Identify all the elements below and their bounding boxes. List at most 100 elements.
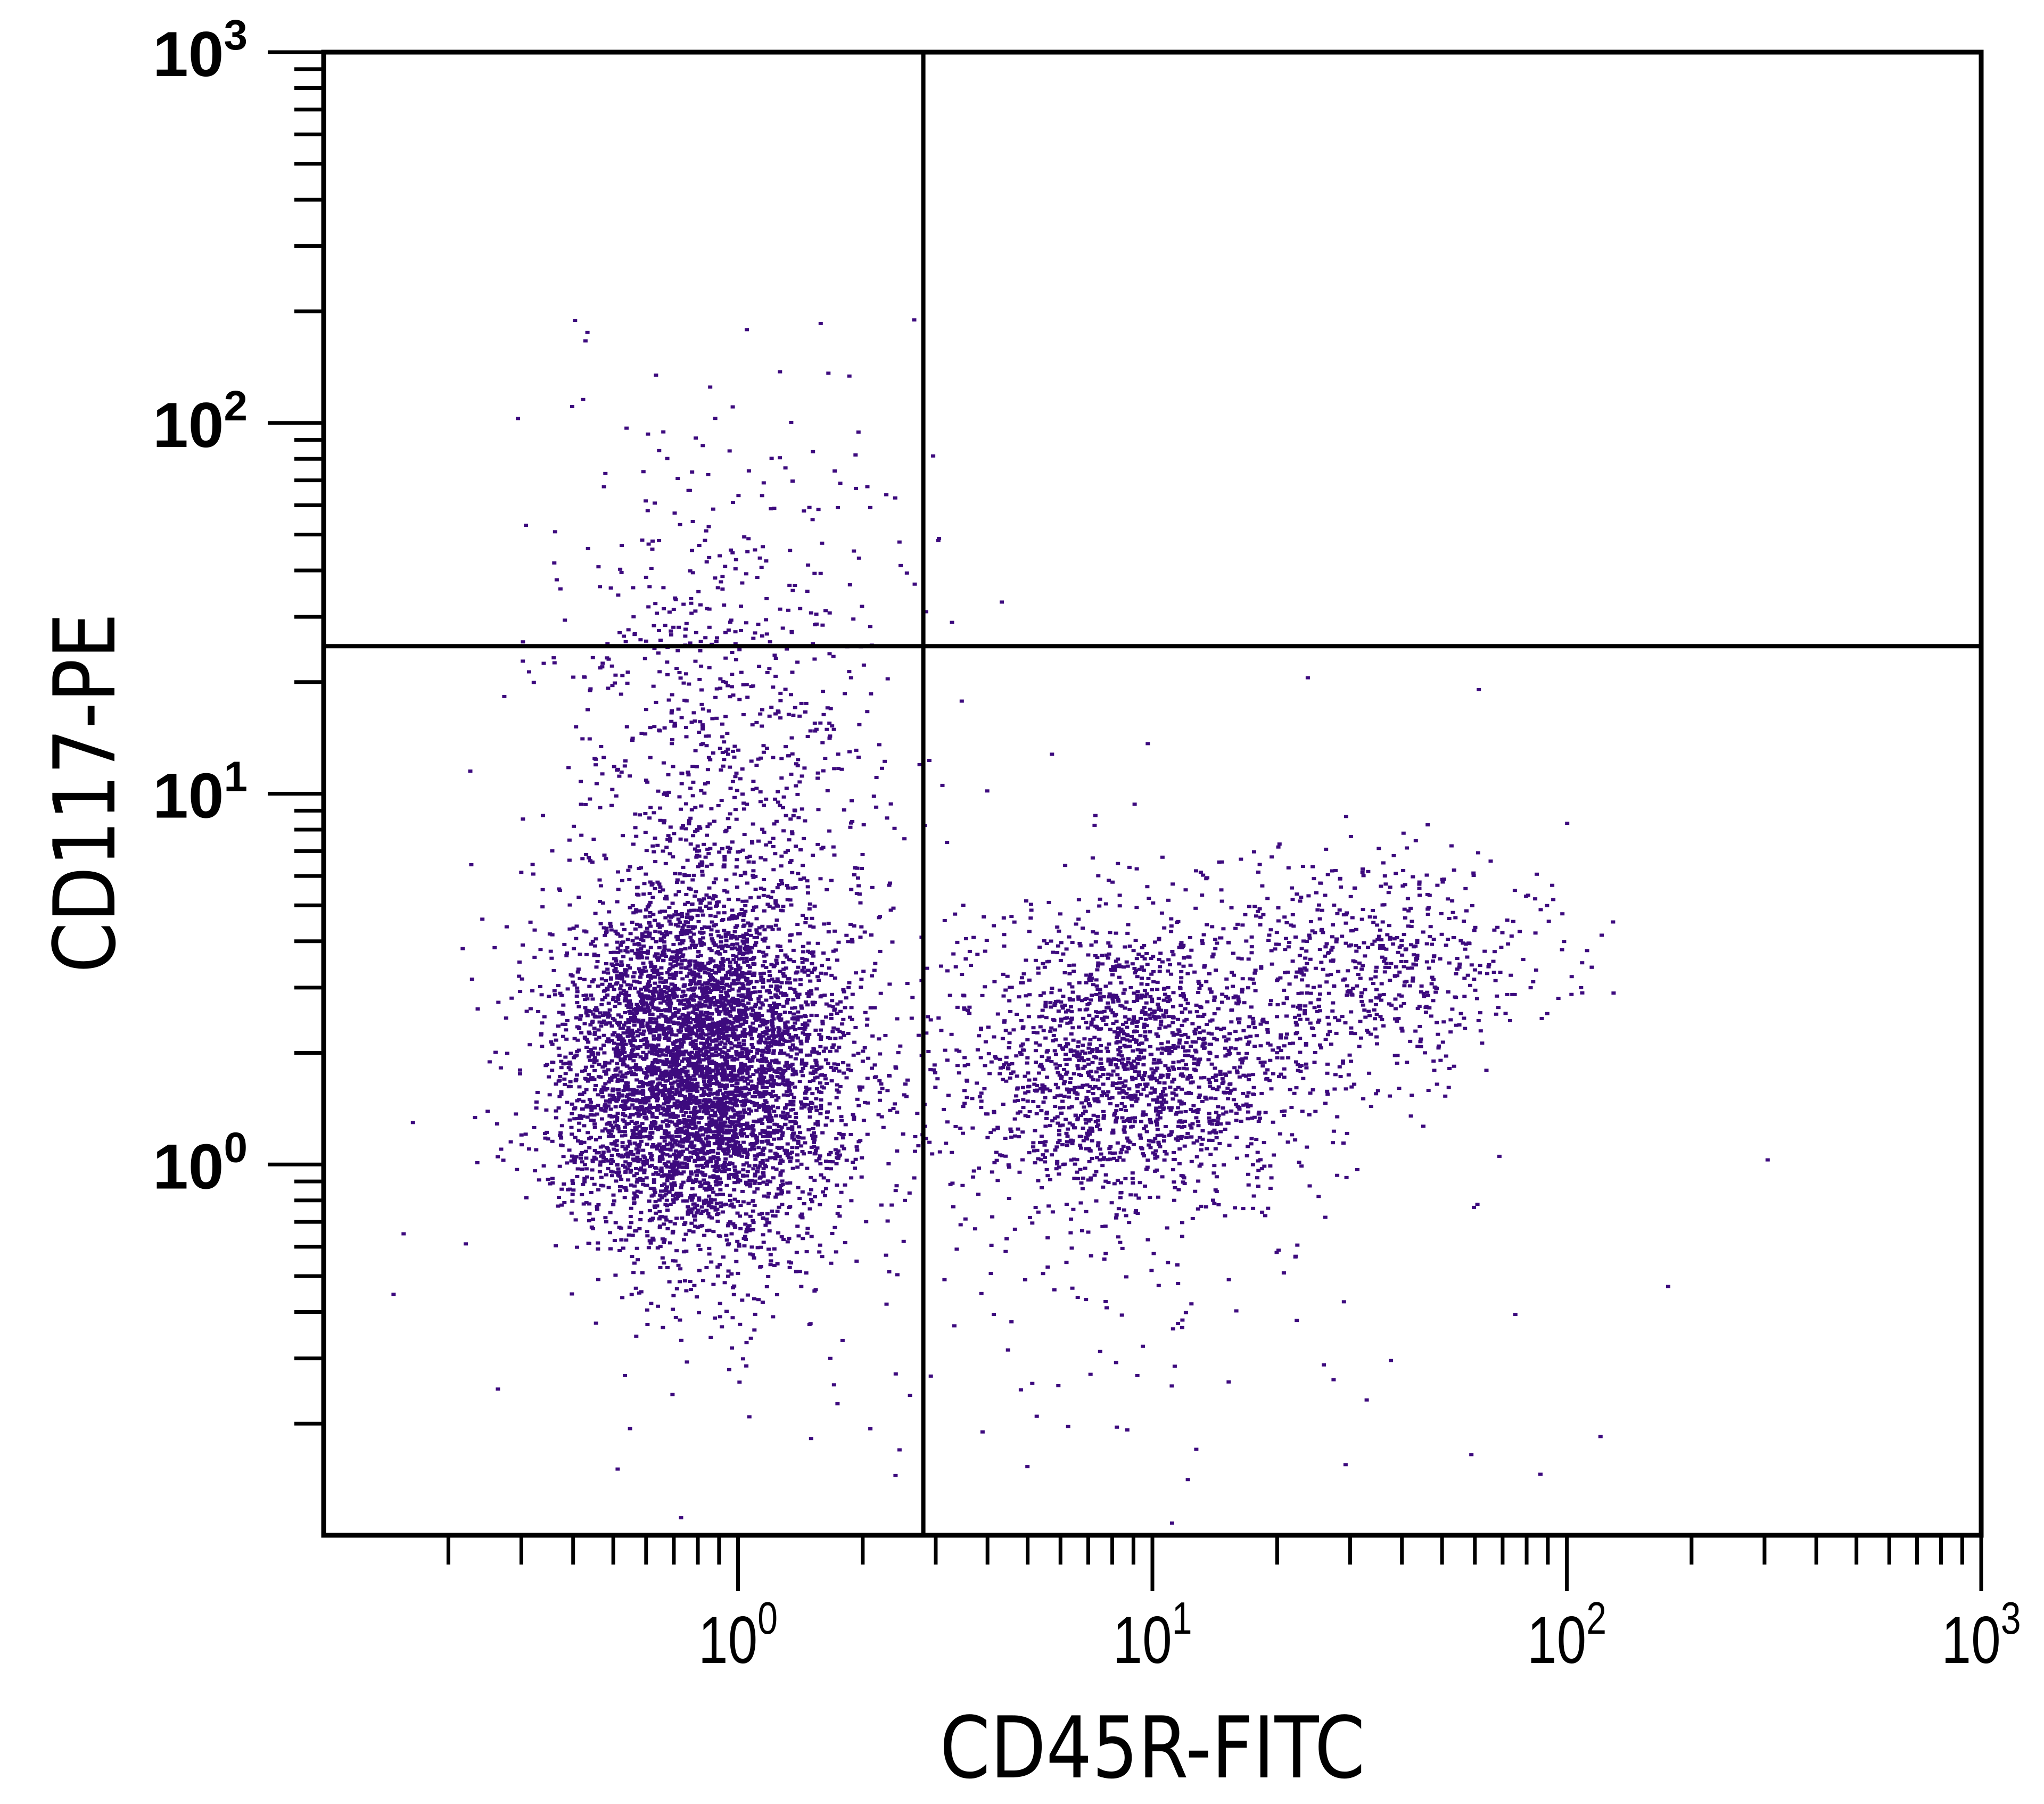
data-point [642,1042,647,1046]
data-point [708,1122,713,1126]
data-point [578,977,582,980]
data-point [754,1012,759,1015]
data-point [628,1162,632,1165]
data-point [741,1163,746,1166]
data-point [561,1003,566,1007]
data-point [720,977,724,980]
data-point [723,1042,728,1046]
data-point [787,1156,792,1160]
data-point [780,1042,785,1046]
data-point [778,1013,782,1016]
data-point [685,1033,689,1037]
data-point [707,1144,711,1147]
data-point [668,957,673,961]
data-point [724,1083,729,1087]
data-point [734,1113,738,1116]
data-point [588,1136,593,1139]
data-point [626,964,631,967]
data-point [785,1240,790,1244]
data-point [729,1090,734,1094]
data-point [582,1069,587,1072]
data-point [550,1177,555,1180]
data-point [667,1091,672,1095]
data-point [668,999,673,1003]
data-point [754,1069,759,1073]
data-point [716,1157,721,1161]
data-point [670,1086,674,1090]
data-point [693,1012,698,1015]
data-point [697,964,702,968]
data-point [744,1230,749,1234]
data-point [599,1176,604,1179]
data-point [739,1129,744,1132]
data-point [787,1237,792,1240]
data-point [644,1056,649,1060]
data-point [762,1075,767,1079]
data-point [814,987,819,991]
data-point [785,1078,790,1082]
data-point [765,1130,770,1134]
data-point [578,1140,583,1144]
data-point [780,1131,785,1135]
data-point [752,1190,757,1194]
data-point [686,1011,691,1015]
data-point [798,1131,803,1135]
data-point [797,1027,802,1030]
data-point [615,946,620,950]
data-point [686,1089,690,1093]
data-point [658,1074,663,1078]
data-point [698,1027,703,1030]
data-point [663,1203,668,1206]
data-point [600,1065,605,1069]
data-point [746,1091,751,1095]
data-point [674,1089,679,1093]
data-point [631,1132,636,1136]
data-point [485,1110,490,1113]
data-point [809,1013,814,1017]
data-point [682,923,687,927]
data-point [796,872,801,875]
data-point [737,1069,742,1073]
data-point [631,975,636,979]
data-point [759,887,763,890]
data-point [754,931,759,934]
data-point [680,1139,685,1143]
data-point [681,1019,686,1022]
data-point [606,1186,611,1189]
data-point [739,1078,744,1082]
data-point [704,991,709,995]
data-point [728,961,732,964]
data-point [792,1071,797,1074]
data-point [837,1106,842,1110]
data-point [609,1170,614,1173]
data-point [734,1034,739,1038]
data-point [827,1004,832,1008]
data-point [615,1046,620,1050]
data-point [818,1045,823,1048]
data-point [613,1221,618,1224]
data-point [721,1203,726,1207]
data-point [726,1106,730,1110]
data-point [661,1174,666,1178]
data-point [728,1115,733,1119]
data-point [677,1049,681,1053]
data-point [658,1168,663,1172]
data-point [722,1137,727,1141]
data-point [744,959,749,963]
data-point [713,1103,718,1106]
data-point [679,1075,684,1079]
data-point [707,1252,712,1256]
data-point [719,1103,723,1106]
data-point [654,952,658,956]
data-point [754,1102,759,1105]
data-point [691,988,695,992]
data-point [496,1000,501,1004]
data-point [614,1144,619,1147]
data-point [734,1151,739,1154]
data-point [664,1198,669,1202]
data-point [768,1126,772,1129]
data-point [759,1001,764,1005]
data-point [691,1230,696,1234]
data-point [576,967,581,971]
data-point [673,973,678,977]
